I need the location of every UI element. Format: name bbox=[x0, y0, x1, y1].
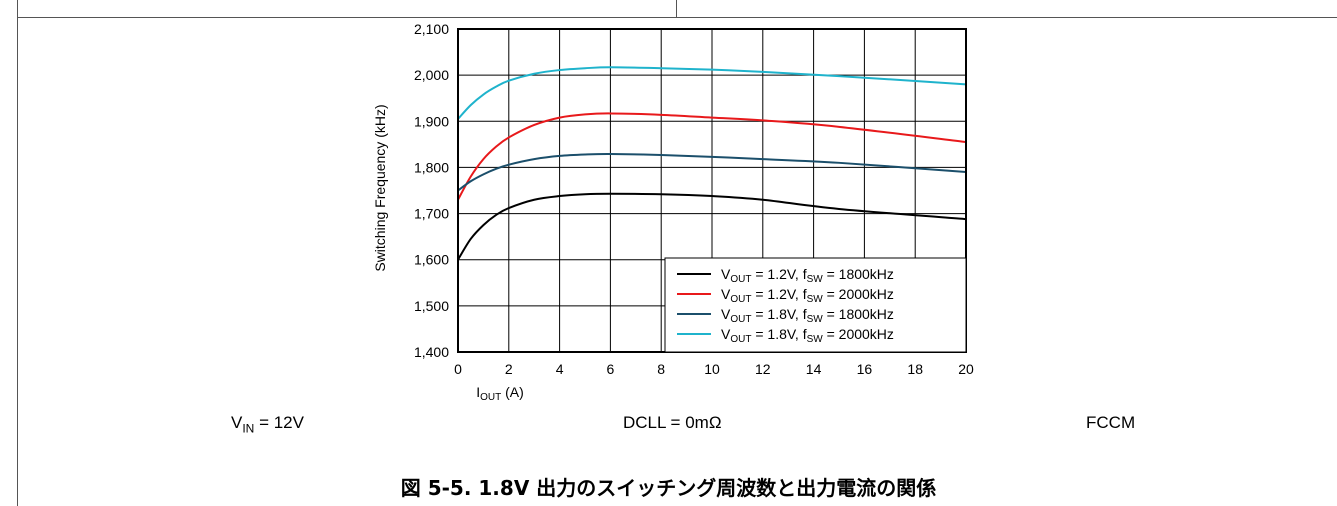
chart-series bbox=[457, 66, 967, 261]
y-axis-label: Switching Frequency (kHz) bbox=[372, 104, 388, 271]
series-line-2 bbox=[457, 112, 967, 201]
x-tick-label: 4 bbox=[556, 361, 564, 377]
condition-mode: FCCM bbox=[1086, 413, 1136, 432]
y-tick-label: 1,500 bbox=[414, 298, 449, 314]
chart-tick-labels: 0 2 4 6 8 10 12 14 16 18 20 1,400 1,500 1,600 1,700 1,8… bbox=[414, 21, 974, 377]
condition-dcll: DCLL = 0mΩ bbox=[623, 413, 722, 432]
y-tick-label: 1,600 bbox=[414, 252, 449, 268]
x-tick-label: 8 bbox=[657, 361, 665, 377]
legend-entry: VOUT = 1.8V, fSW = 1800kHz bbox=[721, 306, 894, 325]
frame-divider bbox=[676, 0, 677, 17]
series-line-4 bbox=[457, 66, 967, 120]
series-line-3 bbox=[457, 153, 967, 192]
x-tick-label: 12 bbox=[755, 361, 771, 377]
x-tick-label: 10 bbox=[704, 361, 720, 377]
x-tick-label: 16 bbox=[857, 361, 873, 377]
condition-vin: VIN = 12V bbox=[231, 413, 304, 436]
figure-caption: 図 5-5. 1.8V 出力のスイッチング周波数と出力電流の関係 bbox=[400, 476, 937, 500]
y-tick-label: 2,100 bbox=[414, 21, 449, 37]
chart-grid bbox=[458, 29, 966, 352]
legend-entry: VOUT = 1.8V, fSW = 2000kHz bbox=[721, 326, 894, 345]
legend-entry: VOUT = 1.2V, fSW = 1800kHz bbox=[721, 266, 894, 285]
y-tick-label: 2,000 bbox=[414, 67, 449, 83]
frame-left-line bbox=[17, 0, 18, 506]
x-tick-label: 20 bbox=[958, 361, 974, 377]
y-tick-label: 1,900 bbox=[414, 113, 449, 129]
legend-box bbox=[664, 257, 967, 353]
frame-top-line bbox=[17, 17, 1337, 18]
y-tick-label: 1,800 bbox=[414, 159, 449, 175]
x-tick-label: 2 bbox=[505, 361, 513, 377]
x-tick-label: 0 bbox=[454, 361, 462, 377]
series-line-1 bbox=[457, 192, 967, 261]
x-axis-label: IOUT (A) bbox=[476, 384, 524, 403]
x-tick-label: 6 bbox=[607, 361, 615, 377]
legend-entry: VOUT = 1.2V, fSW = 2000kHz bbox=[721, 286, 894, 305]
x-tick-label: 14 bbox=[806, 361, 822, 377]
x-tick-label: 18 bbox=[907, 361, 923, 377]
y-tick-label: 1,700 bbox=[414, 206, 449, 222]
y-tick-label: 1,400 bbox=[414, 344, 449, 360]
